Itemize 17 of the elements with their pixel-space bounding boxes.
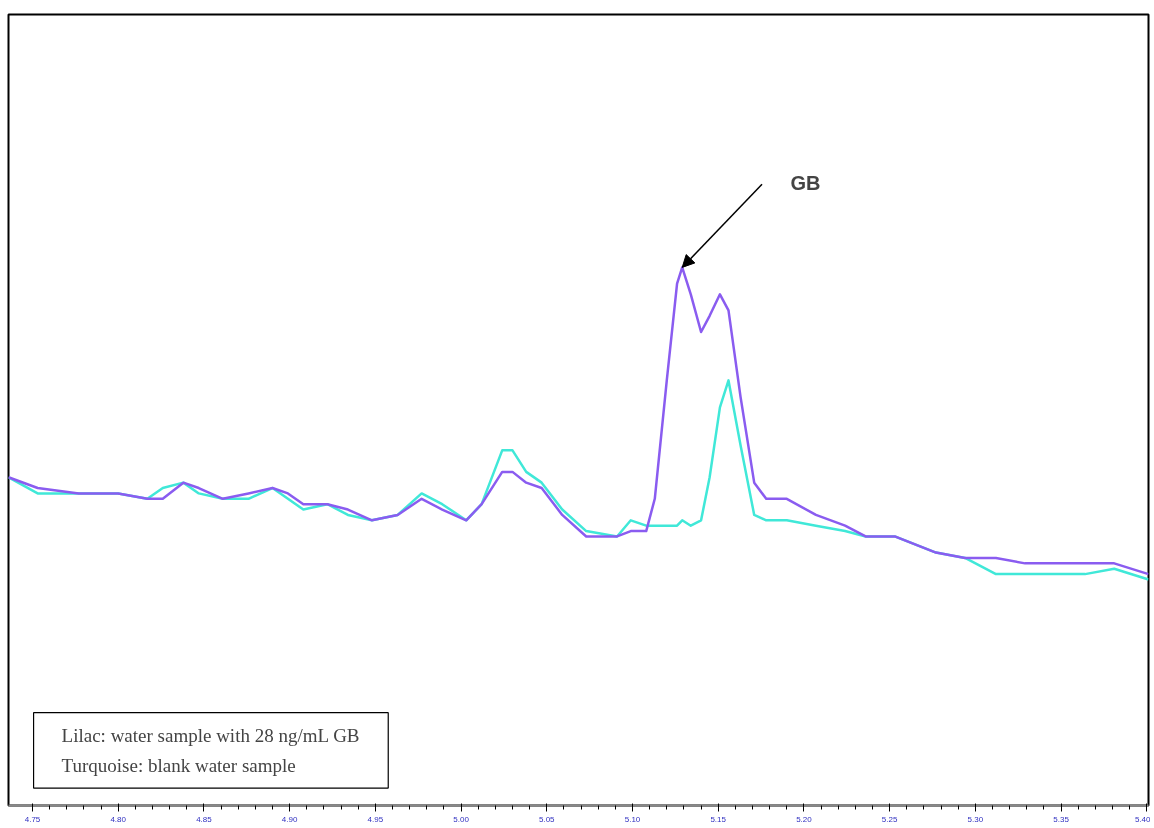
annotation: Turquoise: blank water sample bbox=[61, 755, 296, 777]
x-tick-label: 5.40 bbox=[1134, 814, 1152, 824]
text: GB bbox=[790, 172, 821, 195]
x-tick-label: 5.10 bbox=[624, 814, 641, 824]
x-tick-label: 4.75 bbox=[24, 814, 41, 824]
annotation: Lilac: water sample with 28 ng/mL GB bbox=[61, 724, 360, 746]
x-tick-label: 5.05 bbox=[539, 814, 556, 824]
x-tick-label: 5.20 bbox=[796, 814, 813, 824]
x-tick-label: 4.80 bbox=[110, 814, 127, 824]
x-tick-label: 4.90 bbox=[281, 814, 298, 824]
x-tick-label: 5.15 bbox=[710, 814, 727, 824]
x-tick-label: 4.95 bbox=[367, 814, 384, 824]
x-tick-label: 5.35 bbox=[1053, 814, 1070, 824]
x-tick-label: 4.85 bbox=[196, 814, 213, 824]
x-tick-label: 5.30 bbox=[967, 814, 984, 824]
x-tick-label: 5.00 bbox=[453, 814, 470, 824]
x-tick-label: 5.25 bbox=[881, 814, 898, 824]
